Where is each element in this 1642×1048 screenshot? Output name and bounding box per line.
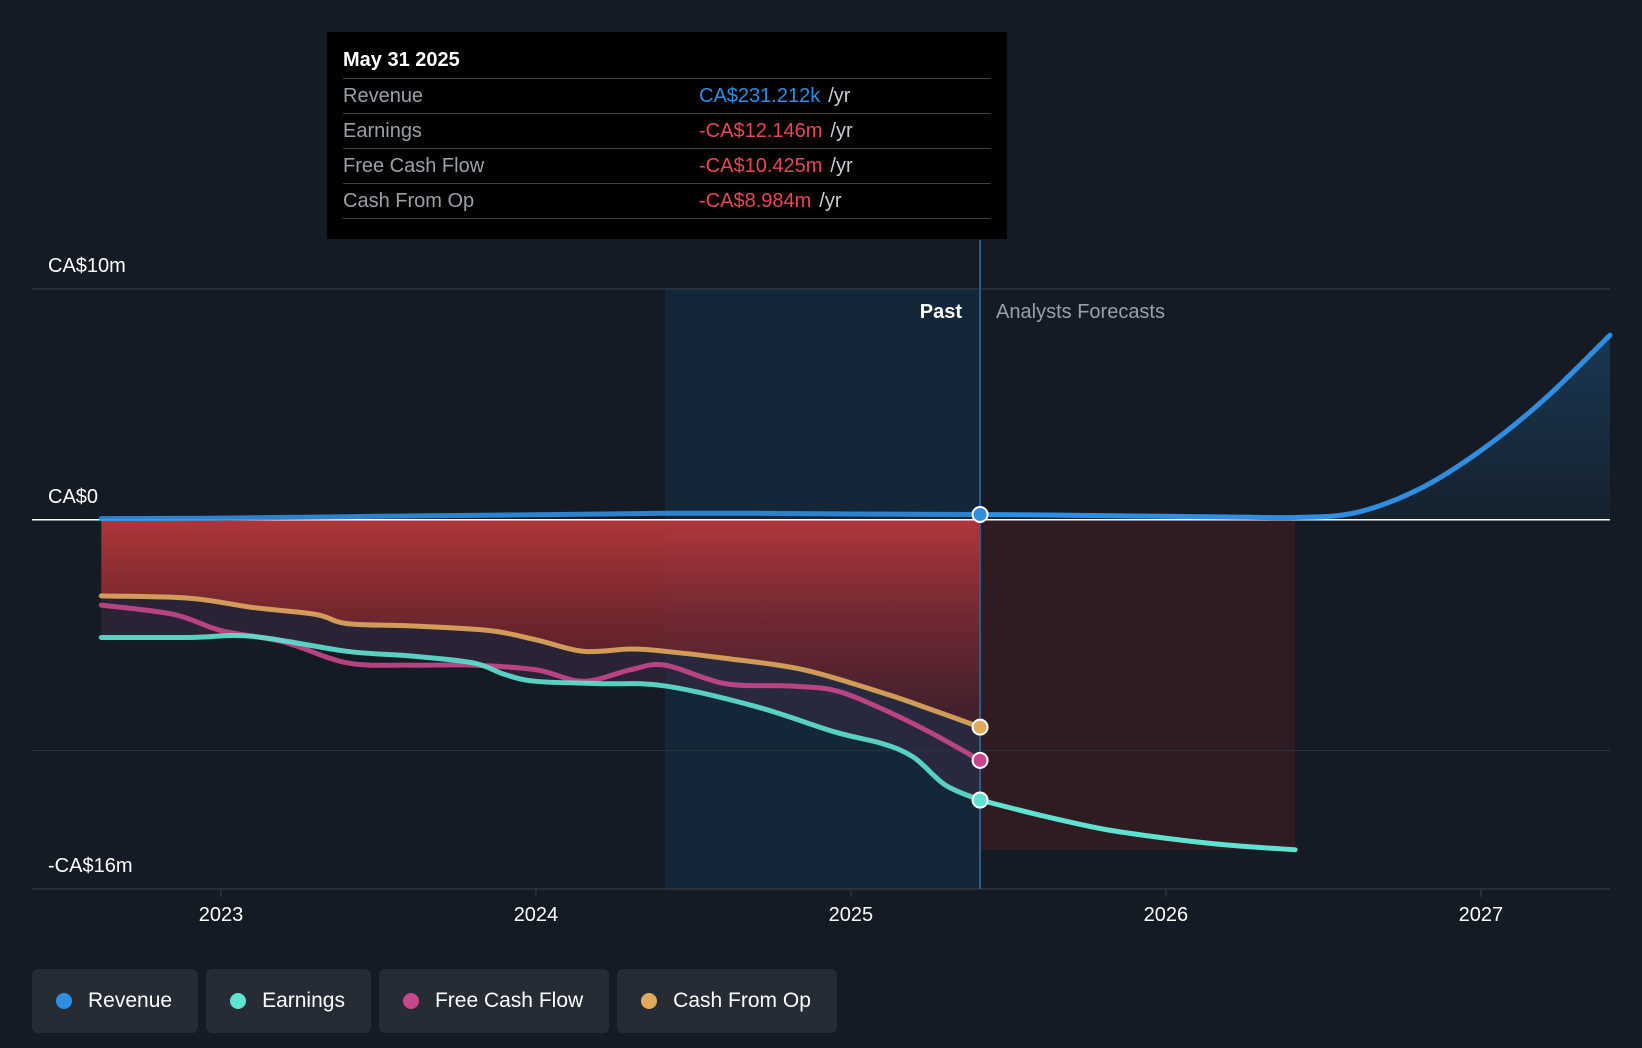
tooltip-label: Earnings <box>343 119 422 142</box>
earnings-marker[interactable] <box>971 791 989 809</box>
cash-from-op-marker[interactable] <box>971 718 989 736</box>
legend-item-earnings[interactable]: Earnings <box>206 969 371 1033</box>
tooltip-row-earnings: Earnings -CA$12.146m /yr <box>343 113 991 148</box>
free-cash-flow-marker[interactable] <box>971 751 989 769</box>
x-tick-label: 2026 <box>1144 904 1189 926</box>
revenue-marker[interactable] <box>971 505 989 523</box>
cash-from-op-line <box>98 593 983 730</box>
tooltip: May 31 2025 Revenue CA$231.212k /yr Earn… <box>327 32 1007 239</box>
x-tick-label: 2024 <box>514 904 559 926</box>
tooltip-label: Revenue <box>343 84 424 107</box>
legend-label: Free Cash Flow <box>434 989 584 1012</box>
revenue-line <box>98 510 983 522</box>
tooltip-value: -CA$8.984m <box>699 189 812 212</box>
tooltip-row-cash-from-op: Cash From Op -CA$8.984m /yr <box>343 183 991 219</box>
x-tick-label: 2027 <box>1459 904 1504 926</box>
legend-item-cash-from-op[interactable]: Cash From Op <box>617 969 837 1033</box>
zone-label-past: Past <box>920 301 963 323</box>
tooltip-row-free-cash-flow: Free Cash Flow -CA$10.425m /yr <box>343 148 991 183</box>
tooltip-value: -CA$10.425m <box>699 154 823 177</box>
x-tick-label: 2025 <box>829 904 874 926</box>
cash-from-op-dot-icon <box>641 993 658 1009</box>
tooltip-unit: /yr <box>828 84 851 107</box>
legend-item-free-cash-flow[interactable]: Free Cash Flow <box>378 969 610 1033</box>
chart: Past Analysts Forecasts CA$10m CA$0 -CA$… <box>32 240 1613 926</box>
revenue-dot-icon <box>56 993 72 1009</box>
tooltip-unit: /yr <box>830 119 853 142</box>
tooltip-unit: /yr <box>819 189 842 212</box>
tooltip-value: -CA$12.146m <box>699 119 823 142</box>
x-tick-label: 2023 <box>199 904 244 926</box>
free-cash-flow-dot-icon <box>402 993 419 1009</box>
tooltip-value: CA$231.212k <box>699 84 821 107</box>
legend: Revenue Earnings Free Cash Flow Cash Fro… <box>32 969 837 1033</box>
legend-label: Cash From Op <box>673 989 811 1012</box>
earnings-forecast-line <box>977 797 1298 853</box>
revenue-forecast-line <box>977 332 1613 521</box>
y-label-bottom: -CA$16m <box>48 855 132 877</box>
legend-label: Revenue <box>88 989 173 1012</box>
tooltip-row-revenue: Revenue CA$231.212k /yr <box>343 78 991 113</box>
tooltip-label: Cash From Op <box>343 189 475 212</box>
tooltip-label: Free Cash Flow <box>343 154 485 177</box>
y-label-top: CA$10m <box>48 255 126 277</box>
earnings-dot-icon <box>230 993 247 1009</box>
forecast-negative-area <box>980 519 1296 850</box>
revenue-forecast-area <box>980 335 1610 520</box>
earnings-line <box>98 632 983 803</box>
tooltip-date: May 31 2025 <box>343 49 460 71</box>
legend-label: Earnings <box>262 989 345 1012</box>
legend-item-revenue[interactable]: Revenue <box>32 969 199 1033</box>
tooltip-unit: /yr <box>830 154 853 177</box>
y-label-zero: CA$0 <box>48 486 98 508</box>
earnings-negative-area <box>101 519 981 728</box>
zone-label-forecast: Analysts Forecasts <box>996 301 1165 323</box>
